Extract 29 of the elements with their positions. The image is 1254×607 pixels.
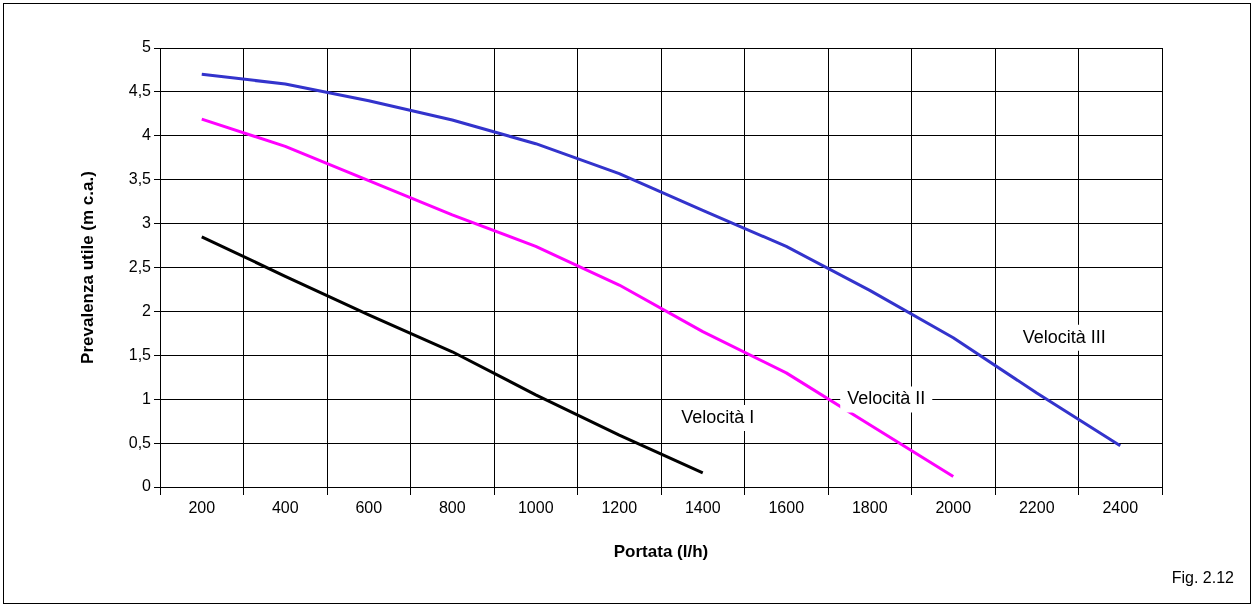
x-tick-label: 1800 xyxy=(851,499,888,517)
x-tick-label: 2400 xyxy=(1102,499,1139,517)
y-tick-label: 4,5 xyxy=(128,82,152,100)
x-axis-title: Portata (l/h) xyxy=(613,542,709,562)
y-tick-label: 1,5 xyxy=(128,345,152,363)
x-tick-label: 400 xyxy=(271,499,299,517)
series-label: Velocità III xyxy=(1022,326,1106,347)
y-tick-label: 5 xyxy=(142,38,152,56)
y-tick-label: 0,5 xyxy=(128,433,152,451)
y-tick-label: 1 xyxy=(142,389,152,407)
series-label: Velocità II xyxy=(847,388,926,409)
x-tick-label: 200 xyxy=(188,499,216,517)
x-tick-label: 1200 xyxy=(601,499,638,517)
x-tick-label: 2000 xyxy=(935,499,972,517)
x-tick-label: 800 xyxy=(438,499,466,517)
y-axis-title: Prevalenza utile (m c.a.) xyxy=(77,171,97,364)
y-tick-label: 3,5 xyxy=(128,170,152,188)
y-tick-label: 0 xyxy=(142,477,152,495)
x-tick-label: 1000 xyxy=(517,499,554,517)
x-tick-label: 1600 xyxy=(768,499,805,517)
y-tick-label: 3 xyxy=(142,214,152,232)
x-tick-label: 2200 xyxy=(1018,499,1055,517)
caption: Fig. 2.12 xyxy=(1171,569,1235,587)
x-tick-label: 600 xyxy=(355,499,383,517)
y-tick-label: 4 xyxy=(142,126,152,144)
y-tick-label: 2 xyxy=(142,301,152,319)
x-tick-label: 1400 xyxy=(684,499,721,517)
series-label: Velocità I xyxy=(681,406,755,427)
y-tick-label: 2,5 xyxy=(128,257,152,275)
